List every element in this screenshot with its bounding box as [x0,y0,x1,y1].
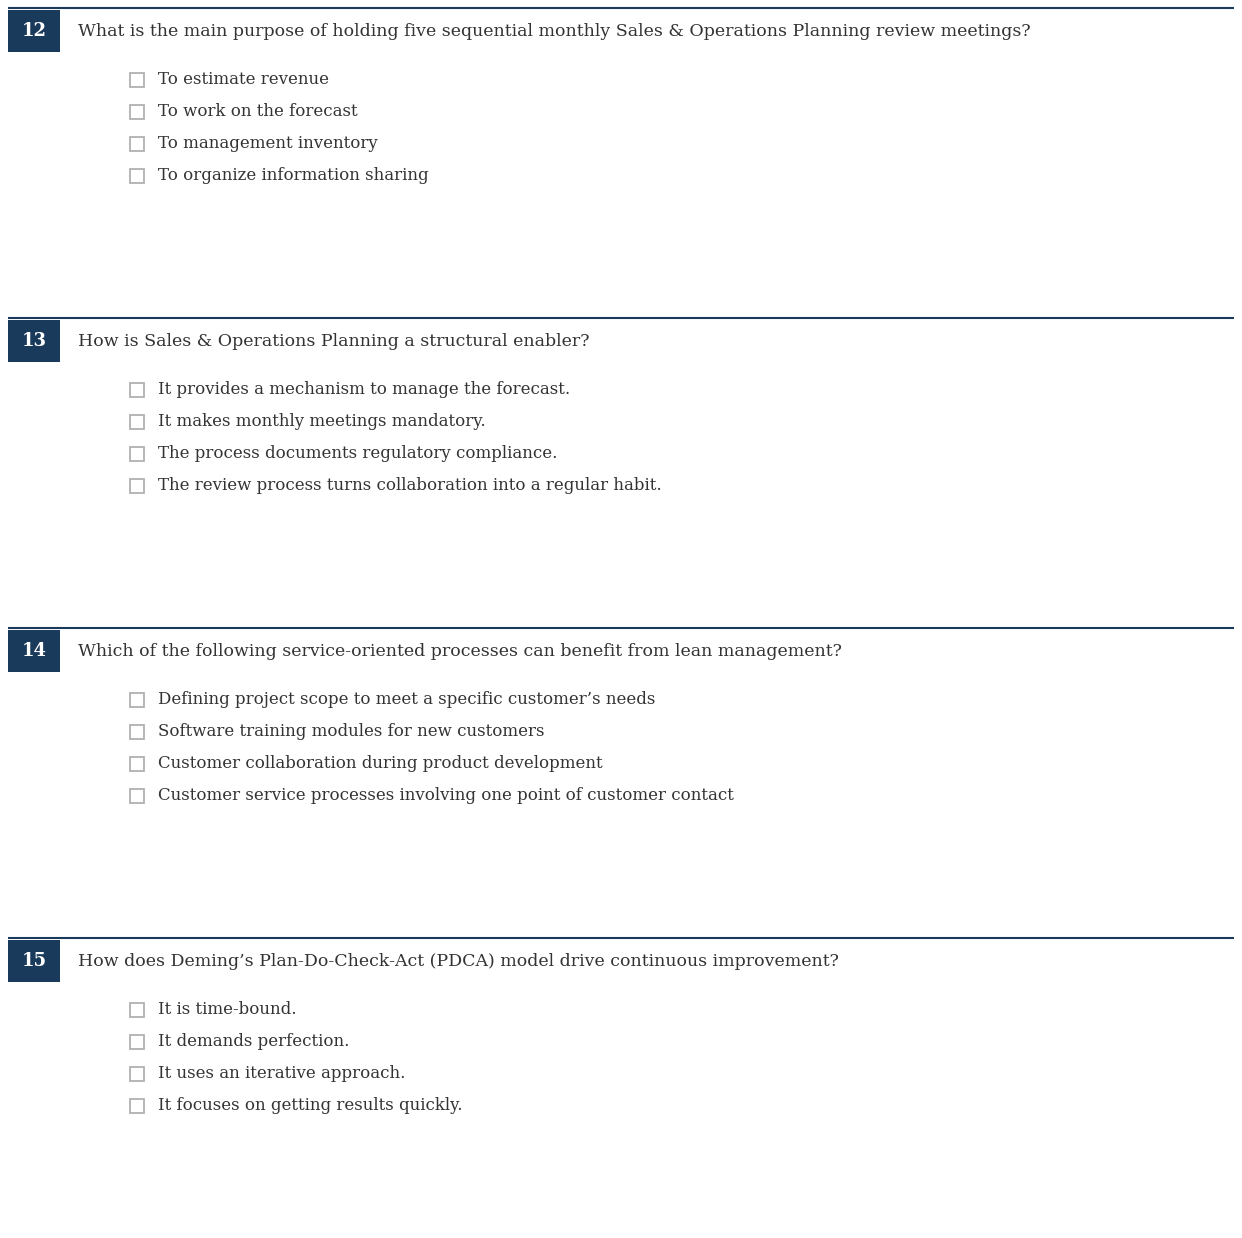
Text: 15: 15 [21,952,46,971]
Text: Customer service processes involving one point of customer contact: Customer service processes involving one… [158,787,734,805]
Text: How is Sales & Operations Planning a structural enabler?: How is Sales & Operations Planning a str… [78,333,590,349]
Text: Which of the following service-oriented processes can benefit from lean manageme: Which of the following service-oriented … [78,643,842,660]
Text: To management inventory: To management inventory [158,135,378,152]
Bar [130,447,144,461]
Text: To work on the forecast: To work on the forecast [158,104,358,120]
Bar [7,940,60,982]
Text: To organize information sharing: To organize information sharing [158,167,428,184]
Bar [130,1035,144,1049]
Bar [130,73,144,87]
Text: 12: 12 [21,22,46,40]
Bar [7,319,60,361]
Text: It uses an iterative approach.: It uses an iterative approach. [158,1066,405,1082]
Bar [130,789,144,803]
Text: 13: 13 [21,332,46,350]
Text: The review process turns collaboration into a regular habit.: The review process turns collaboration i… [158,478,662,494]
Text: 14: 14 [21,643,46,660]
Text: It provides a mechanism to manage the forecast.: It provides a mechanism to manage the fo… [158,381,570,399]
Bar [130,415,144,430]
Text: It focuses on getting results quickly.: It focuses on getting results quickly. [158,1098,462,1114]
Bar [130,479,144,493]
Text: It makes monthly meetings mandatory.: It makes monthly meetings mandatory. [158,413,486,431]
Text: How does Deming’s Plan-Do-Check-Act (PDCA) model drive continuous improvement?: How does Deming’s Plan-Do-Check-Act (PDC… [78,952,838,969]
Text: Software training modules for new customers: Software training modules for new custom… [158,723,544,740]
Bar [130,756,144,771]
Text: Defining project scope to meet a specific customer’s needs: Defining project scope to meet a specifi… [158,692,656,708]
Bar [130,1099,144,1113]
Bar [130,170,144,183]
Text: It demands perfection.: It demands perfection. [158,1034,349,1051]
Bar [130,105,144,119]
Text: What is the main purpose of holding five sequential monthly Sales & Operations P: What is the main purpose of holding five… [78,22,1031,40]
Bar [130,137,144,151]
Bar [130,725,144,739]
Bar [130,1067,144,1081]
Text: To estimate revenue: To estimate revenue [158,72,329,88]
Text: It is time-bound.: It is time-bound. [158,1002,297,1019]
Text: The process documents regulatory compliance.: The process documents regulatory complia… [158,446,558,463]
Bar [130,383,144,397]
Bar [130,693,144,707]
Text: Customer collaboration during product development: Customer collaboration during product de… [158,755,602,773]
Bar [130,1003,144,1016]
Bar [7,10,60,52]
Bar [7,630,60,672]
